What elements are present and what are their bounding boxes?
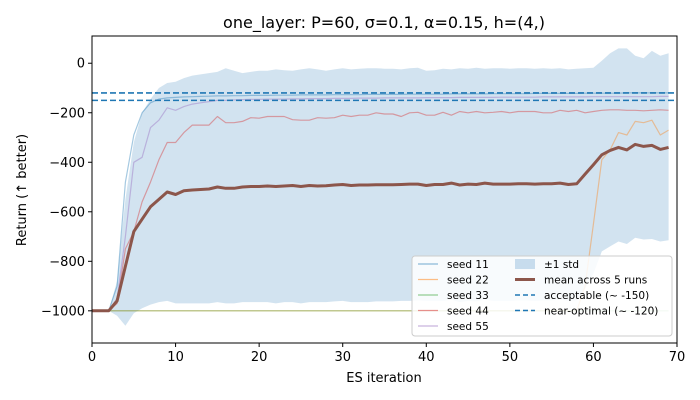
y-axis-title: Return (↑ better) <box>15 134 30 246</box>
legend-label: near-optimal (~ -120) <box>544 305 658 317</box>
legend-label: acceptable (~ -150) <box>544 290 649 302</box>
plot-frame <box>91 35 678 344</box>
y-tick-label: 0 <box>77 57 85 72</box>
legend-label: mean across 5 runs <box>544 274 647 286</box>
x-tick-label: 40 <box>418 350 435 365</box>
x-tick-label: 60 <box>585 350 602 365</box>
y-tick-label: −200 <box>49 106 85 121</box>
x-tick-label: 0 <box>88 350 96 365</box>
legend-swatch <box>515 259 535 269</box>
legend-label: seed 33 <box>447 290 489 302</box>
legend-frame <box>411 255 673 337</box>
x-tick-label: 30 <box>334 350 351 365</box>
x-axis-title: ES iteration <box>346 371 422 386</box>
x-axis: 0 10 20 30 40 50 60 70 <box>88 343 685 365</box>
y-tick-label: −1000 <box>41 304 85 319</box>
y-tick-label: −800 <box>49 255 85 270</box>
legend-label: seed 44 <box>447 305 489 317</box>
x-tick-label: 50 <box>502 350 519 365</box>
legend-label: seed 22 <box>447 274 489 286</box>
x-tick-label: 10 <box>167 350 184 365</box>
chart-title: one_layer: P=60, σ=0.1, α=0.15, h=(4,) <box>223 13 545 33</box>
mean-series-line <box>92 142 669 313</box>
y-tick-label: −400 <box>49 156 85 171</box>
seed-series-line-4 <box>92 109 669 312</box>
x-tick-label: 70 <box>669 350 686 365</box>
x-tick-label: 20 <box>251 350 268 365</box>
legend-label: seed 11 <box>447 259 489 271</box>
y-tick-label: −600 <box>49 205 85 220</box>
legend: seed 11 seed 22 seed 33 seed 44 seed 55 ±1 st… <box>411 255 673 337</box>
seed-series-line-5 <box>92 95 669 312</box>
legend-label: seed 55 <box>447 321 489 333</box>
legend-label: ±1 std <box>544 259 579 271</box>
y-axis: 0 −200 −400 −600 −800 −1000 <box>41 57 92 319</box>
reference-lines-layer <box>92 92 677 102</box>
